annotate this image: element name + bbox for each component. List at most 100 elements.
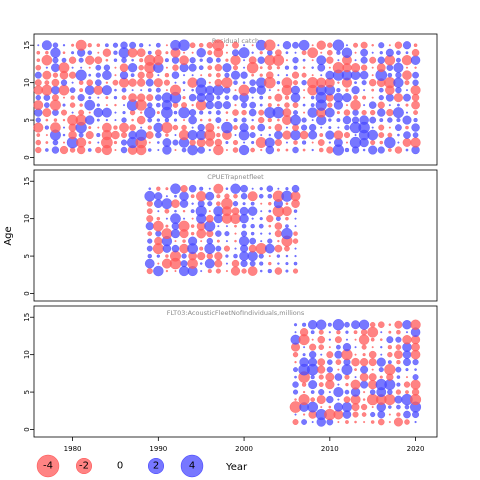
residual-bubble xyxy=(311,141,314,144)
residual-bubble xyxy=(272,106,285,119)
residual-bubble xyxy=(215,72,221,78)
residual-bubble xyxy=(213,144,224,156)
residual-bubble xyxy=(266,215,274,223)
residual-bubble xyxy=(310,330,315,335)
panel-frame xyxy=(33,305,438,438)
y-tick-label: 5 xyxy=(23,118,31,122)
residual-bubble xyxy=(360,41,368,49)
residual-bubble xyxy=(308,130,318,140)
residual-bubble xyxy=(326,395,334,404)
residual-bubble xyxy=(292,389,299,395)
residual-bubble xyxy=(362,353,366,357)
residual-bubble xyxy=(154,192,163,201)
residual-bubble xyxy=(171,244,180,253)
residual-bubble xyxy=(144,190,156,202)
residual-bubble xyxy=(131,58,134,62)
residual-bubble xyxy=(316,55,327,66)
residual-bubble xyxy=(198,65,204,71)
residual-bubble xyxy=(344,321,350,328)
residual-bubble xyxy=(293,65,298,70)
residual-bubble xyxy=(113,140,118,145)
residual-bubble xyxy=(327,102,333,108)
residual-bubble xyxy=(225,111,229,114)
residual-bubble xyxy=(35,94,41,101)
residual-bubble xyxy=(173,110,178,115)
residual-bubble xyxy=(128,78,137,87)
residual-bubble xyxy=(309,343,317,351)
residual-bubble xyxy=(114,111,117,114)
residual-bubble xyxy=(337,59,340,62)
residual-bubble xyxy=(293,140,298,145)
residual-bubble xyxy=(199,118,203,122)
y-tick-label: 0 xyxy=(23,291,31,295)
residual-bubble xyxy=(309,351,317,359)
residual-bubble xyxy=(164,72,170,78)
residual-bubble xyxy=(377,108,386,117)
residual-bubble xyxy=(387,352,393,358)
residual-bubble xyxy=(336,50,341,55)
residual-bubble xyxy=(341,402,352,413)
residual-bubble xyxy=(207,50,213,56)
residual-bubble xyxy=(395,366,402,373)
residual-bubble xyxy=(215,57,221,63)
residual-bubble xyxy=(157,149,160,152)
residual-bubble xyxy=(213,183,224,194)
residual-bubble xyxy=(387,72,393,78)
residual-bubble xyxy=(361,344,367,350)
residual-bubble xyxy=(69,87,76,93)
residual-bubble xyxy=(303,111,306,114)
residual-bubble xyxy=(85,115,95,125)
residual-bubble xyxy=(234,89,237,92)
residual-bubble xyxy=(258,253,264,259)
residual-bubble xyxy=(385,48,394,57)
legend-bubble xyxy=(75,457,93,475)
residual-bubble xyxy=(405,111,408,114)
x-axis: 1980 1990 2000 2010 2020 xyxy=(64,437,424,453)
residual-bubble xyxy=(70,95,75,100)
residual-bubble xyxy=(294,51,297,54)
residual-bubble xyxy=(162,138,172,147)
residual-bubble xyxy=(337,368,340,371)
residual-bubble xyxy=(303,89,306,92)
residual-bubble xyxy=(153,78,163,88)
residual-bubble xyxy=(241,117,247,123)
residual-bubble xyxy=(51,146,60,154)
residual-bubble xyxy=(221,197,233,210)
residual-bubble xyxy=(249,260,256,267)
residual-bubble xyxy=(328,126,332,130)
residual-bubble xyxy=(174,194,177,198)
residual-bubble xyxy=(232,201,239,207)
residual-bubble xyxy=(397,103,400,107)
residual-bubble xyxy=(316,77,327,88)
residual-bubble xyxy=(111,130,120,140)
residual-bubble xyxy=(88,141,92,145)
residual-bubble xyxy=(386,64,394,71)
residual-bubble xyxy=(120,41,128,49)
residual-bubble xyxy=(388,330,392,334)
residual-bubble xyxy=(301,140,307,145)
residual-bubble xyxy=(216,201,221,206)
residual-bubble xyxy=(154,236,163,246)
residual-bubble xyxy=(137,93,146,102)
residual-bubble xyxy=(388,323,392,326)
residual-bubble xyxy=(230,183,241,194)
residual-bubble xyxy=(285,59,288,62)
residual-bubble xyxy=(345,330,349,334)
residual-bubble xyxy=(380,346,383,349)
residual-bubble xyxy=(344,124,350,131)
residual-bubble xyxy=(268,201,272,206)
residual-bubble xyxy=(105,118,108,122)
residual-bubble xyxy=(52,57,59,64)
residual-bubble xyxy=(285,74,289,77)
residual-bubble xyxy=(395,344,402,350)
residual-bubble xyxy=(96,118,100,122)
residual-bubble xyxy=(234,232,237,235)
residual-bubble xyxy=(60,79,68,86)
residual-bubble xyxy=(230,213,241,224)
residual-bubble xyxy=(224,231,230,237)
residual-bubble xyxy=(334,336,342,344)
residual-bubble xyxy=(402,138,412,147)
residual-bubble xyxy=(291,184,300,193)
residual-bubble xyxy=(258,116,265,124)
residual-bubble xyxy=(385,93,394,102)
